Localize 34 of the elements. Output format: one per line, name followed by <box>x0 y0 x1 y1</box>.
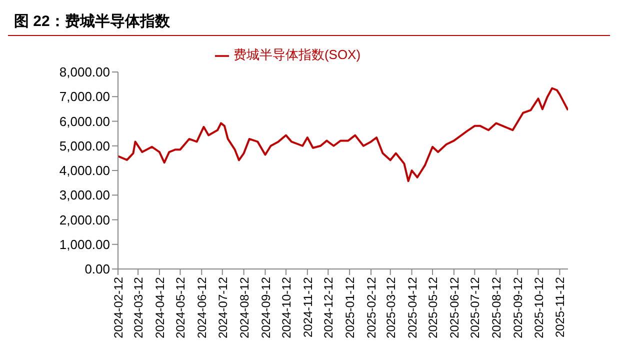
line-series <box>118 87 568 182</box>
legend-label: 费城半导体指数(SOX) <box>233 47 361 62</box>
x-tick-label: 2025-09-12 <box>511 276 526 338</box>
y-tick-label: 5,000.00 <box>59 138 110 154</box>
y-tick-label: 8,000.00 <box>59 64 110 80</box>
x-tick-label: 2024-11-12 <box>300 276 315 338</box>
x-tick-label: 2024-10-12 <box>279 276 294 338</box>
x-tick-label: 2024-08-12 <box>237 276 252 338</box>
x-tick-label: 2024-12-12 <box>322 276 336 338</box>
x-tick-label: 2024-09-12 <box>258 276 273 338</box>
x-tick-label: 2025-06-12 <box>447 276 462 338</box>
y-tick-label: 7,000.00 <box>59 89 110 104</box>
x-tick-label: 2025-05-12 <box>426 276 440 338</box>
x-tick-label: 2025-07-12 <box>468 276 482 338</box>
x-tick-label: 2025-04-12 <box>405 276 420 338</box>
x-tick-label: 2025-11-12 <box>553 276 568 338</box>
y-tick-label: 1,000.00 <box>59 236 110 252</box>
y-tick-label: 4,000.00 <box>59 163 110 178</box>
x-tick-label: 2024-02-12 <box>112 276 126 338</box>
x-tick-label: 2024-05-12 <box>174 276 188 338</box>
x-tick-label: 2025-01-12 <box>343 276 358 338</box>
x-tick-label: 2024-06-12 <box>195 276 210 338</box>
y-tick-label: 3,000.00 <box>59 188 110 203</box>
x-tick-label: 2024-07-12 <box>216 276 230 338</box>
y-tick-label: 2,000.00 <box>59 212 110 228</box>
x-tick-label: 2025-10-12 <box>532 276 546 338</box>
y-tick-label: 0.00 <box>84 262 110 277</box>
x-tick-label: 2025-08-12 <box>490 276 504 338</box>
x-tick-label: 2024-04-12 <box>152 276 167 338</box>
x-tick-label: 2025-03-12 <box>384 276 398 338</box>
x-tick-label: 2024-03-12 <box>132 276 146 338</box>
y-tick-label: 6,000.00 <box>59 114 110 129</box>
chart-title: 图 22：费城半导体指数 <box>8 8 610 36</box>
x-tick-label: 2025-02-12 <box>364 276 379 338</box>
